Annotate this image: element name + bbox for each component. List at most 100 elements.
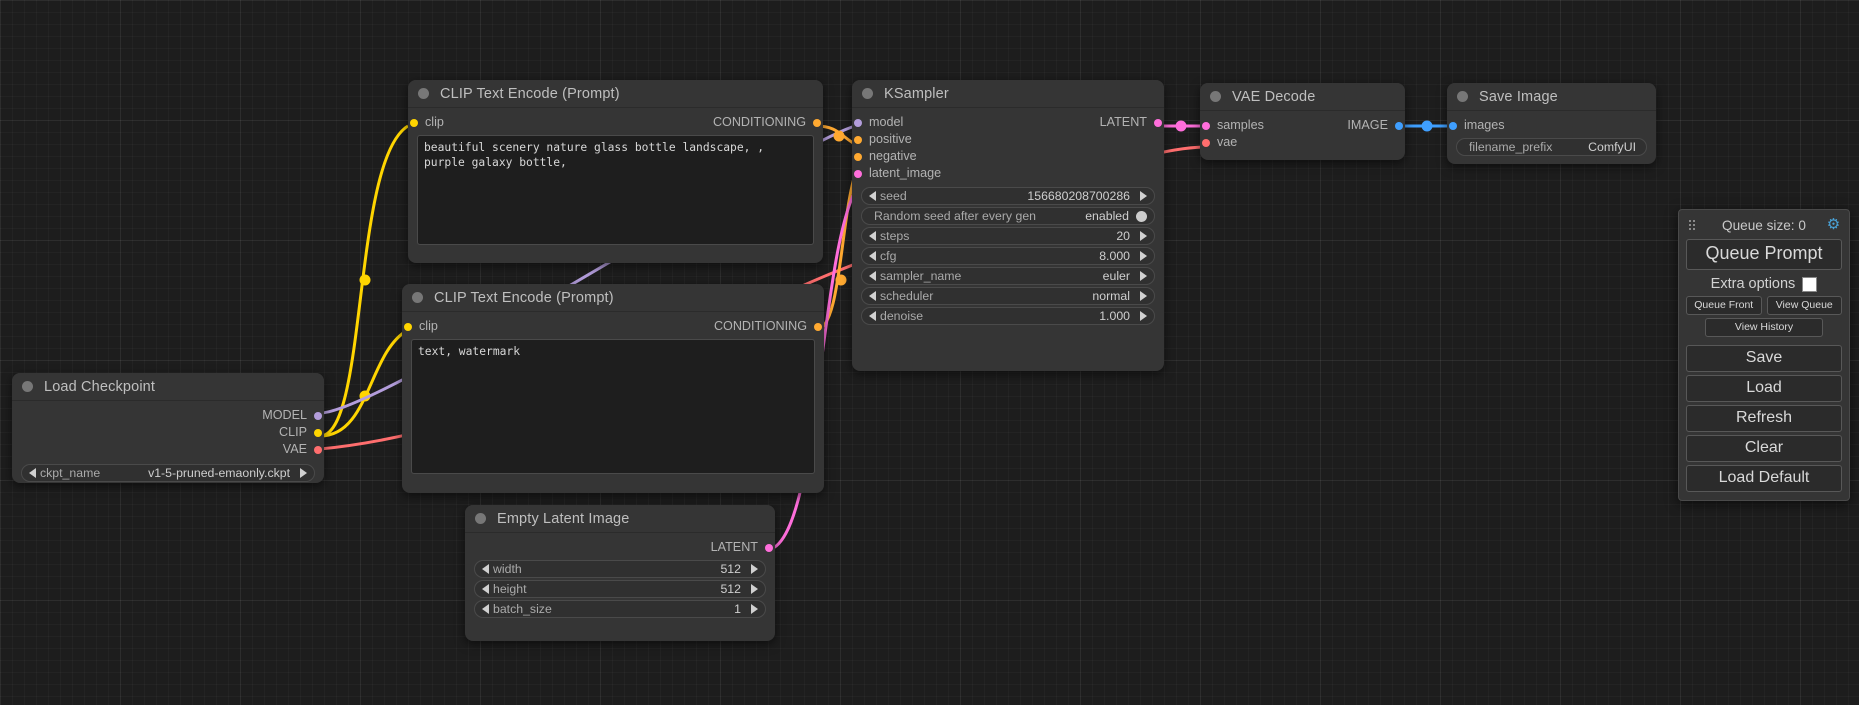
view-queue-button[interactable]: View Queue <box>1766 296 1842 315</box>
decrement-arrow-icon[interactable] <box>482 604 489 614</box>
queue-front-button[interactable]: Queue Front <box>1686 296 1762 315</box>
increment-arrow-icon[interactable] <box>751 564 758 574</box>
save-button[interactable]: Save <box>1686 345 1842 372</box>
extra-options-checkbox[interactable] <box>1802 276 1818 292</box>
collapse-icon[interactable] <box>862 88 873 99</box>
slot-dot-positive[interactable] <box>854 135 862 144</box>
slot-dot-vae[interactable] <box>1202 138 1210 147</box>
slot-dot-clip[interactable] <box>410 118 418 127</box>
slot-dot-images[interactable] <box>1449 121 1457 130</box>
widget-ckpt-name[interactable]: ckpt_name v1-5-pruned-emaonly.ckpt <box>21 464 315 482</box>
widget-seed[interactable]: seed 156680208700286 <box>861 187 1155 205</box>
decrement-arrow-icon[interactable] <box>29 468 36 478</box>
comfy-menu-panel[interactable]: Queue size: 0 ⚙ Queue Prompt Extra optio… <box>1678 209 1850 501</box>
extra-options-row[interactable]: Extra options <box>1686 276 1842 292</box>
node-clip-text-encode-negative[interactable]: CLIP Text Encode (Prompt) clip CONDITION… <box>402 284 824 493</box>
collapse-icon[interactable] <box>418 88 429 99</box>
node-vae-decode[interactable]: VAE Decode samples IMAGE vae <box>1200 83 1405 160</box>
slot-dot-latent[interactable] <box>765 543 773 552</box>
input-slot-samples[interactable]: samples <box>1200 117 1276 134</box>
slot-dot-latent[interactable] <box>1154 118 1162 127</box>
slot-dot-image[interactable] <box>1395 121 1403 130</box>
widget-sampler-name[interactable]: sampler_name euler <box>861 267 1155 285</box>
slot-dot-clip[interactable] <box>404 322 412 331</box>
view-history-button[interactable]: View History <box>1705 318 1823 337</box>
clear-button[interactable]: Clear <box>1686 435 1842 462</box>
collapse-icon[interactable] <box>412 292 423 303</box>
increment-arrow-icon[interactable] <box>1140 311 1147 321</box>
increment-arrow-icon[interactable] <box>1140 191 1147 201</box>
slot-dot-clip[interactable] <box>314 428 322 437</box>
node-title-load-checkpoint[interactable]: Load Checkpoint <box>12 373 324 401</box>
widget-random-seed-toggle[interactable]: Random seed after every gen enabled <box>861 207 1155 225</box>
prompt-textarea-positive[interactable]: beautiful scenery nature glass bottle la… <box>417 135 814 245</box>
increment-arrow-icon[interactable] <box>1140 291 1147 301</box>
node-title-clip-positive[interactable]: CLIP Text Encode (Prompt) <box>408 80 823 108</box>
input-slot-clip[interactable]: clip <box>402 318 450 335</box>
node-title-ksampler[interactable]: KSampler <box>852 80 1164 108</box>
widget-denoise[interactable]: denoise 1.000 <box>861 307 1155 325</box>
slot-dot-samples[interactable] <box>1202 121 1210 130</box>
decrement-arrow-icon[interactable] <box>482 584 489 594</box>
decrement-arrow-icon[interactable] <box>869 231 876 241</box>
node-ksampler[interactable]: KSampler model LATENT positive negative <box>852 80 1164 371</box>
node-load-checkpoint[interactable]: Load Checkpoint MODEL CLIP VAE ckpt_name… <box>12 373 324 483</box>
increment-arrow-icon[interactable] <box>300 468 307 478</box>
slot-dot-vae[interactable] <box>314 445 322 454</box>
decrement-arrow-icon[interactable] <box>869 191 876 201</box>
widget-scheduler[interactable]: scheduler normal <box>861 287 1155 305</box>
increment-arrow-icon[interactable] <box>1140 271 1147 281</box>
toggle-knob-icon[interactable] <box>1136 210 1147 222</box>
output-slot-model[interactable]: MODEL <box>12 407 324 424</box>
collapse-icon[interactable] <box>22 381 33 392</box>
refresh-button[interactable]: Refresh <box>1686 405 1842 432</box>
node-title-vae-decode[interactable]: VAE Decode <box>1200 83 1405 111</box>
output-slot-image[interactable]: IMAGE <box>1335 117 1405 134</box>
node-title-save-image[interactable]: Save Image <box>1447 83 1656 111</box>
collapse-icon[interactable] <box>475 513 486 524</box>
drag-handle-icon[interactable] <box>1688 219 1696 231</box>
node-save-image[interactable]: Save Image images filename_prefix ComfyU… <box>1447 83 1656 164</box>
output-slot-latent[interactable]: LATENT <box>465 539 775 556</box>
widget-filename-prefix[interactable]: filename_prefix ComfyUI <box>1456 138 1647 156</box>
decrement-arrow-icon[interactable] <box>869 251 876 261</box>
increment-arrow-icon[interactable] <box>751 604 758 614</box>
output-slot-clip[interactable]: CLIP <box>12 424 324 441</box>
prompt-textarea-negative[interactable]: text, watermark <box>411 339 815 474</box>
output-slot-latent[interactable]: LATENT <box>1088 114 1164 131</box>
load-default-button[interactable]: Load Default <box>1686 465 1842 492</box>
node-title-clip-negative[interactable]: CLIP Text Encode (Prompt) <box>402 284 824 312</box>
slot-dot-negative[interactable] <box>854 152 862 161</box>
output-slot-vae[interactable]: VAE <box>12 441 324 458</box>
input-slot-positive[interactable]: positive <box>852 131 1164 148</box>
decrement-arrow-icon[interactable] <box>869 291 876 301</box>
node-clip-text-encode-positive[interactable]: CLIP Text Encode (Prompt) clip CONDITION… <box>408 80 823 263</box>
node-title-empty-latent[interactable]: Empty Latent Image <box>465 505 775 533</box>
collapse-icon[interactable] <box>1457 91 1468 102</box>
increment-arrow-icon[interactable] <box>1140 251 1147 261</box>
decrement-arrow-icon[interactable] <box>869 311 876 321</box>
decrement-arrow-icon[interactable] <box>869 271 876 281</box>
output-slot-conditioning[interactable]: CONDITIONING <box>701 114 823 131</box>
widget-steps[interactable]: steps 20 <box>861 227 1155 245</box>
widget-batch-size[interactable]: batch_size 1 <box>474 600 766 618</box>
increment-arrow-icon[interactable] <box>751 584 758 594</box>
load-button[interactable]: Load <box>1686 375 1842 402</box>
decrement-arrow-icon[interactable] <box>482 564 489 574</box>
input-slot-model[interactable]: model <box>852 114 915 131</box>
gear-icon[interactable]: ⚙ <box>1826 216 1841 233</box>
output-slot-conditioning[interactable]: CONDITIONING <box>702 318 824 335</box>
node-empty-latent-image[interactable]: Empty Latent Image LATENT width 512 heig… <box>465 505 775 641</box>
widget-height[interactable]: height 512 <box>474 580 766 598</box>
slot-dot-conditioning[interactable] <box>814 322 822 331</box>
slot-dot-model[interactable] <box>314 411 322 420</box>
input-slot-clip[interactable]: clip <box>408 114 456 131</box>
collapse-icon[interactable] <box>1210 91 1221 102</box>
slot-dot-model[interactable] <box>854 118 862 127</box>
widget-width[interactable]: width 512 <box>474 560 766 578</box>
slot-dot-latent-image[interactable] <box>854 169 862 178</box>
input-slot-negative[interactable]: negative <box>852 148 1164 165</box>
slot-dot-conditioning[interactable] <box>813 118 821 127</box>
queue-prompt-button[interactable]: Queue Prompt <box>1686 239 1842 270</box>
